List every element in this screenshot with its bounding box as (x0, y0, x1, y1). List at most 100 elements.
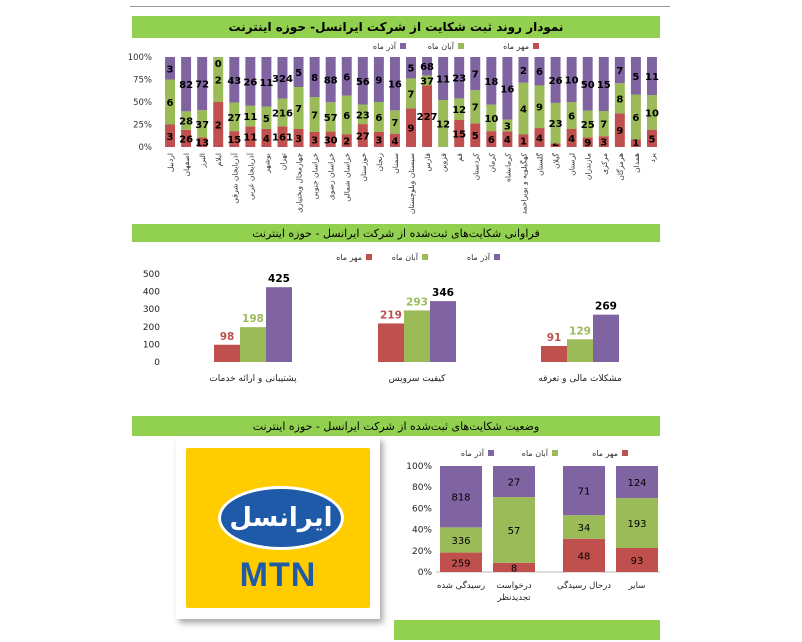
chart1-value-label: 7 (311, 111, 318, 122)
chart1-bar-segment (630, 94, 641, 140)
logo-yellow-panel: ایرانسل MTN (186, 448, 370, 608)
chart3-bar-segment (563, 538, 605, 572)
chart3-legend-swatch (488, 450, 494, 456)
chart3-value-label: 336 (451, 536, 470, 547)
chart1-ytick: 50% (133, 98, 152, 108)
chart3-bar-segment (493, 497, 535, 563)
chart1-value-label: 12 (452, 105, 466, 116)
chart1-category-label: آذربایجان شرقی (229, 152, 239, 204)
chart1-bar-segment (422, 85, 433, 147)
chart3-legend-label: مهر ماه (592, 449, 618, 458)
chart1-title: نمودار روند ثبت شکایت از شرکت ایرانسل- ح… (228, 20, 564, 34)
chart1-value-label: 11 (259, 78, 273, 89)
chart1-bar-segment (357, 124, 368, 147)
chart3-title: وضعیت شکایت‌های ثبت‌شده از شرکت ایرانسل … (252, 419, 540, 433)
chart1-category-label: کرمانشاه (503, 153, 512, 182)
chart1-bar-segment (470, 90, 481, 124)
chart1-category-label: همدان (632, 153, 641, 173)
chart3-ytick: 20% (412, 547, 432, 557)
chart1-bar-segment (229, 57, 240, 103)
chart1-bar-segment (566, 57, 577, 102)
chart3-legend-label: آبان ماه (522, 448, 549, 458)
chart1-bar-segment (582, 57, 593, 111)
chart1-bar-segment (309, 97, 320, 132)
chart3-category-label: درخواست (496, 581, 532, 591)
chart1-ytick: 75% (133, 76, 152, 86)
chart1-value-label: 9 (408, 124, 415, 135)
chart1-value-label: 8 (616, 94, 623, 105)
chart1-bar-segment (309, 132, 320, 147)
chart1-category-label: کهگیلویه و بویراحمد (519, 153, 528, 215)
chart1-value-label: 11 (243, 112, 257, 123)
chart3-bar-segment (563, 466, 605, 516)
chart1-bar-segment (373, 57, 384, 102)
chart1-bar-segment (598, 111, 609, 137)
chart1-legend-swatch (533, 43, 539, 49)
chart1-value-label: 5 (295, 68, 302, 79)
chart3-value-label: 27 (508, 478, 521, 489)
chart3-category-label: درحال رسیدگی (557, 580, 611, 591)
chart3-value-label: 124 (627, 478, 646, 489)
chart1-bar-segment (502, 119, 513, 132)
chart3-bar-segment (493, 466, 535, 498)
chart1-value-label: 4 (504, 135, 511, 146)
chart1-bar-segment (518, 57, 529, 83)
chart1-bar-segment (518, 82, 529, 135)
chart1-value-label: 9 (536, 103, 543, 114)
chart1-bar-segment (502, 57, 513, 120)
chart2-value-label: 346 (432, 287, 454, 299)
chart1-value-label: 15 (597, 80, 611, 91)
chart3-category-label-line2: تجدیدنظر (496, 593, 531, 603)
chart3-bar-segment (440, 527, 482, 553)
chart2-title: فراوانی شکایت‌های ثبت‌شده از شرکت ایرانس… (252, 226, 540, 240)
chart1-ytick: 100% (128, 53, 152, 63)
chart1-bar-segment (229, 102, 240, 132)
chart1-bar-segment (213, 57, 224, 102)
chart1-banner: نمودار روند ثبت شکایت از شرکت ایرانسل- ح… (132, 16, 660, 38)
chart1-value-label: 3 (167, 64, 174, 75)
chart2-bar (214, 344, 240, 362)
chart3-banner: وضعیت شکایت‌های ثبت‌شده از شرکت ایرانسل … (132, 416, 660, 436)
chart1-value-label: 30 (324, 135, 338, 146)
chart1-category-label: مازندران (584, 153, 593, 180)
chart2-value-label: 293 (406, 296, 428, 308)
chart1-bar-segment (406, 57, 416, 79)
chart1-ytick: 0% (139, 143, 153, 153)
chart1-bar-segment (502, 131, 513, 147)
chart1-category-label: آذربایجان غربی (245, 152, 255, 200)
chart1-bar-segment (454, 120, 465, 147)
chart3-value-label: 8 (511, 563, 517, 574)
chart1-value-label: 2 (552, 138, 559, 149)
chart1-value-label: 7 (295, 104, 302, 115)
chart1-bar-segment (165, 57, 176, 80)
chart1-value-label: 227 (417, 112, 438, 123)
chart1-value-label: 10 (484, 114, 498, 125)
chart1-bar-segment (486, 131, 497, 147)
chart1-bar-segment (646, 95, 657, 130)
chart1-category-label: سیستان وبلوچستان (407, 153, 416, 214)
chart3-bar-segment (440, 466, 482, 528)
chart1-legend-label: آذر ماه (373, 41, 397, 51)
chart1-value-label: 43 (227, 76, 241, 87)
chart1-bar-segment (566, 102, 577, 129)
chart1-bar-segment (277, 98, 288, 127)
chart1-value-label: 9 (375, 76, 382, 87)
chart1-bar-segment (534, 128, 545, 147)
chart1-category-label: اردبیل (166, 153, 175, 172)
chart1-value-label: 6 (488, 135, 495, 146)
chart2-value-label: 269 (595, 301, 617, 313)
chart2-ytick: 100 (143, 340, 160, 350)
chart1-value-label: 7 (408, 89, 415, 100)
chart1-bar-segment (454, 57, 465, 99)
chart1-value-label: 82 (179, 80, 193, 91)
chart1-bar-segment (598, 136, 609, 147)
chart1-bar-segment (614, 83, 625, 114)
chart1-value-label: 9 (616, 126, 623, 137)
chart1-value-label: 12 (436, 120, 450, 131)
chart1-category-label: یزد (648, 153, 657, 163)
chart1-bar-segment (389, 133, 400, 147)
chart3-bar-segment (616, 466, 658, 499)
chart1-value-label: 7 (472, 103, 479, 114)
chart2-legend-swatch (422, 254, 428, 260)
chart1-value-label: 6 (536, 67, 543, 78)
